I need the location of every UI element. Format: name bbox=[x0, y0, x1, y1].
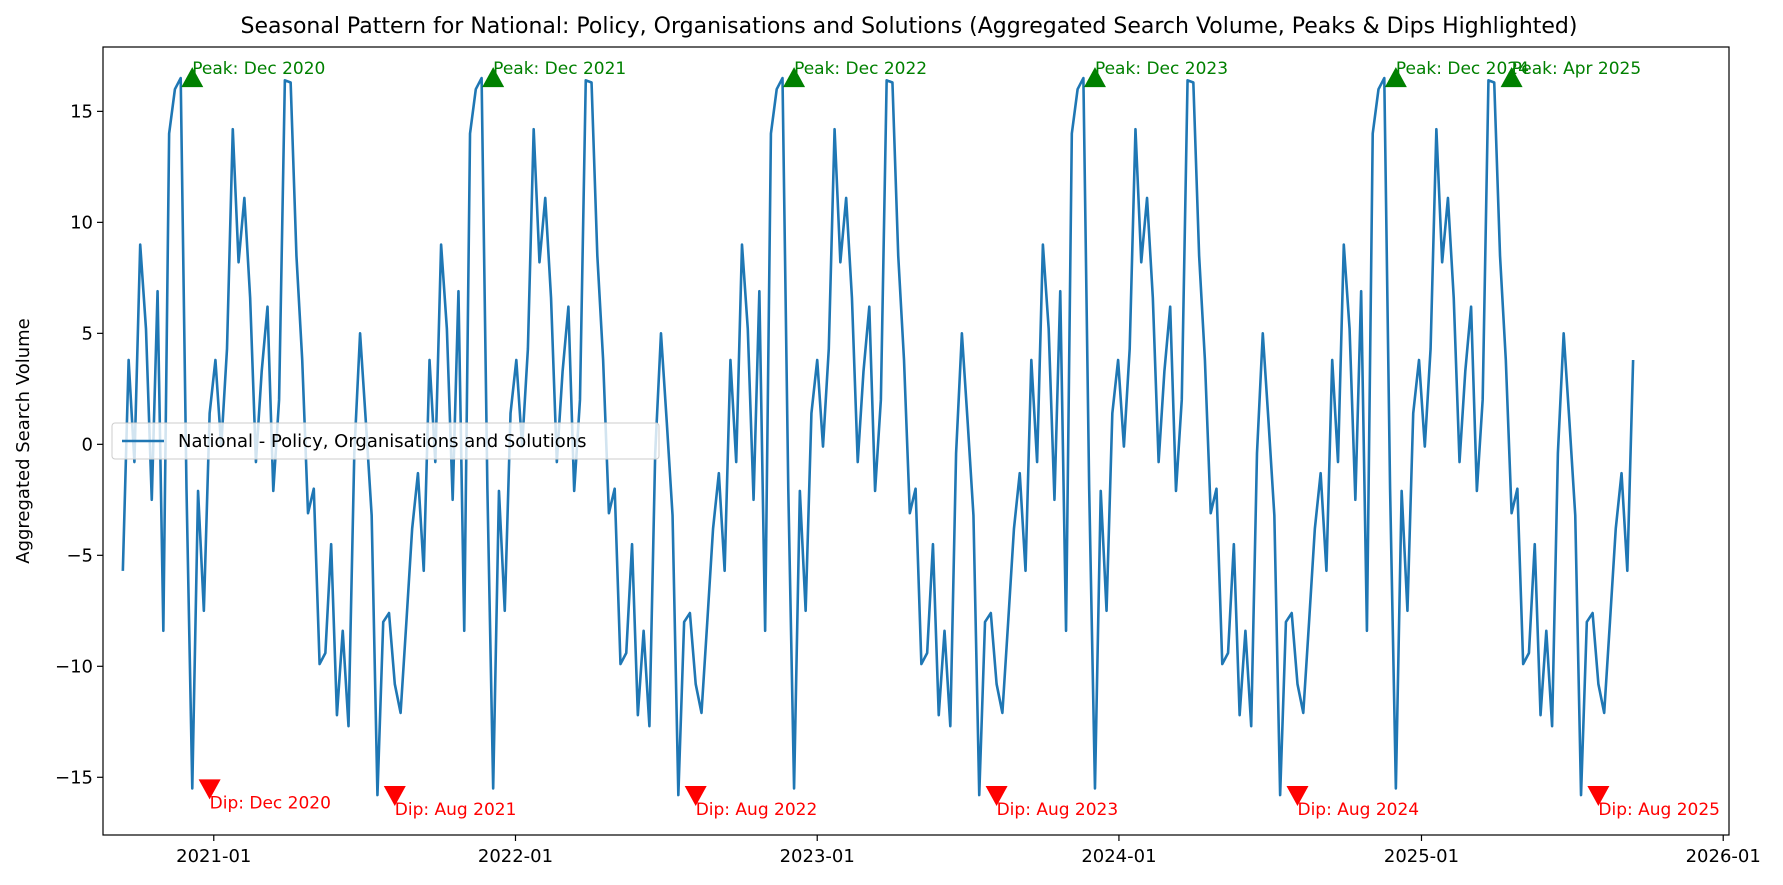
dip-label: Dip: Aug 2022 bbox=[696, 800, 818, 820]
dip-label: Dip: Aug 2024 bbox=[1297, 800, 1419, 820]
peak-marker bbox=[783, 67, 806, 88]
x-tick-label: 2023-01 bbox=[780, 846, 855, 867]
peak-label: Peak: Dec 2024 bbox=[1396, 59, 1529, 79]
chart-title: Seasonal Pattern for National: Policy, O… bbox=[241, 14, 1578, 39]
y-axis-label: Aggregated Search Volume bbox=[13, 318, 34, 564]
plot-frame bbox=[102, 46, 1730, 836]
plot-area: Peak: Dec 2020 Peak: Dec 2021 Peak: Dec 20… bbox=[102, 46, 1730, 836]
peak-marker bbox=[1500, 67, 1523, 88]
dip-marker bbox=[1286, 786, 1309, 807]
x-tick-label: 2022-01 bbox=[478, 846, 553, 867]
peak-marker bbox=[1384, 67, 1407, 88]
peak-marker bbox=[482, 67, 505, 88]
y-tick-label: −10 bbox=[55, 656, 93, 677]
dip-label: Dip: Aug 2025 bbox=[1598, 800, 1720, 820]
peak-label: Peak: Apr 2025 bbox=[1512, 59, 1642, 79]
peak-label: Peak: Dec 2021 bbox=[493, 59, 626, 79]
legend-box bbox=[111, 422, 660, 460]
dip-marker bbox=[684, 786, 707, 807]
x-tick-label: 2026-01 bbox=[1686, 846, 1761, 867]
y-tick-label: 5 bbox=[82, 323, 93, 344]
legend-label: National - Policy, Organisations and Sol… bbox=[178, 431, 587, 452]
dip-label: Dip: Aug 2021 bbox=[395, 800, 517, 820]
peak-label: Peak: Dec 2022 bbox=[794, 59, 927, 79]
series-line bbox=[121, 76, 1635, 797]
dip-label: Dip: Dec 2020 bbox=[210, 793, 331, 813]
y-tick-label: −15 bbox=[55, 767, 93, 788]
x-tick-label: 2025-01 bbox=[1384, 846, 1459, 867]
peak-marker bbox=[181, 67, 204, 88]
dip-marker bbox=[985, 786, 1008, 807]
x-tick-label: 2021-01 bbox=[176, 846, 251, 867]
x-axis: 2021-01 2022-01 2023-01 2024-01 2025-01 2026-… bbox=[176, 835, 1761, 867]
legend: National - Policy, Organisations and Sol… bbox=[111, 422, 660, 460]
y-tick-label: 10 bbox=[70, 212, 93, 233]
peak-label: Peak: Dec 2023 bbox=[1095, 59, 1228, 79]
series-layer bbox=[121, 76, 1635, 797]
dip-marker bbox=[383, 786, 406, 807]
peak-label: Peak: Dec 2020 bbox=[192, 59, 325, 79]
x-tick-label: 2024-01 bbox=[1081, 846, 1156, 867]
peak-marker bbox=[1083, 67, 1106, 88]
dip-marker bbox=[1587, 786, 1610, 807]
y-tick-label: −5 bbox=[66, 545, 93, 566]
y-axis: −15 −10 −5 0 5 10 15 bbox=[55, 101, 103, 788]
dip-marker bbox=[198, 779, 221, 800]
dip-label: Dip: Aug 2023 bbox=[997, 800, 1119, 820]
y-tick-label: 0 bbox=[82, 434, 93, 455]
marker-layer: Peak: Dec 2020 Peak: Dec 2021 Peak: Dec 20… bbox=[181, 59, 1720, 820]
y-tick-label: 15 bbox=[70, 101, 93, 122]
